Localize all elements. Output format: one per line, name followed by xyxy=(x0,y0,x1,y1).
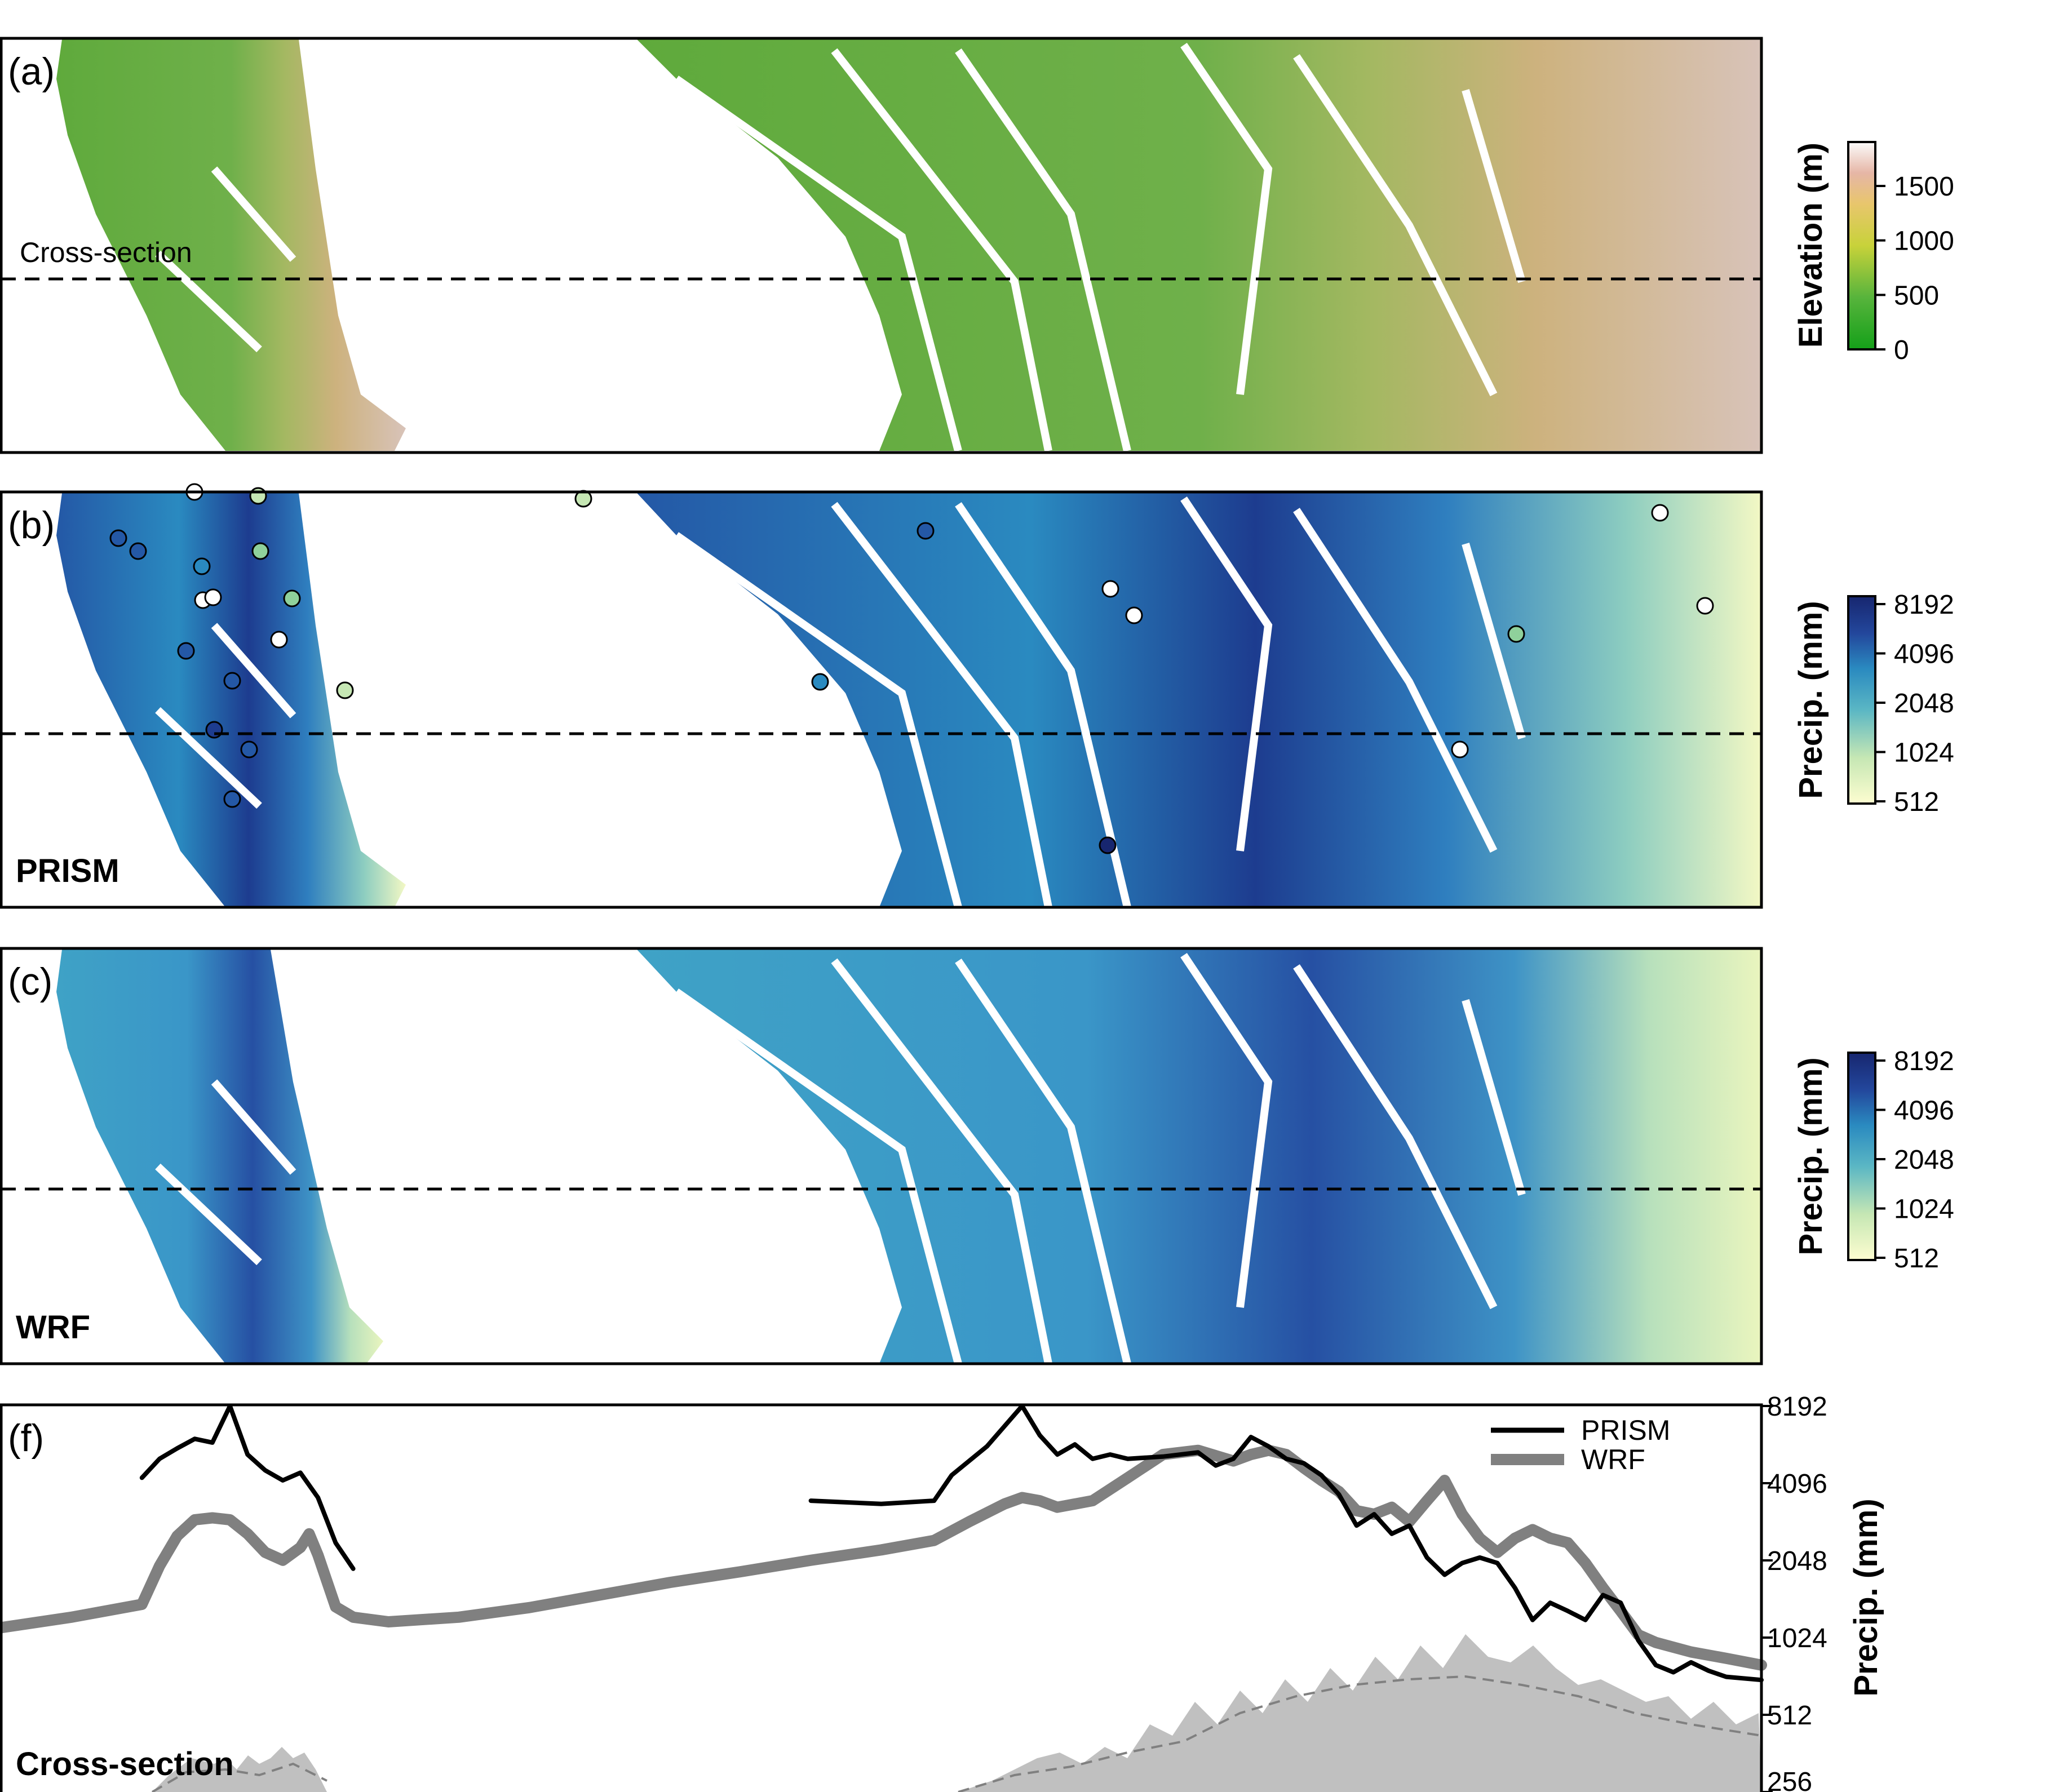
station-marker xyxy=(1101,580,1119,598)
elevation-colorbar: 1500 1000 500 0 Elevation (m) xyxy=(1792,141,1954,365)
station-marker xyxy=(205,721,223,739)
legend-wrf-label: WRF xyxy=(1581,1444,1645,1475)
station-marker xyxy=(1696,597,1714,615)
fjords xyxy=(155,953,1526,1365)
prism-colorbar-ticks: 8192 4096 2048 1024 512 xyxy=(1875,590,1954,817)
land-region-east xyxy=(637,950,1761,1364)
elevation-colorbar-title: Elevation (m) xyxy=(1792,143,1829,348)
legend-prism-label: PRISM xyxy=(1581,1414,1670,1446)
prism-colorbar-tick-label: 4096 xyxy=(1894,640,1954,669)
wrf-colorbar: 8192 4096 2048 1024 512 Precip. (mm) xyxy=(1792,1046,1954,1274)
land-region-west xyxy=(56,493,406,907)
elevation-colorbar-tick-label: 500 xyxy=(1894,281,1939,311)
station-marker xyxy=(1451,740,1469,759)
land-region-east xyxy=(637,39,1761,451)
panel-a-letter: (a) xyxy=(8,50,55,93)
wrf-colorbar-tick-label: 8192 xyxy=(1894,1046,1954,1076)
wrf-colorbar-tick-label: 2048 xyxy=(1894,1145,1954,1175)
panel-b-frame xyxy=(0,490,1763,909)
panel-a-frame xyxy=(0,37,1763,454)
prism-colorbar-ramp xyxy=(1847,595,1876,805)
y-tick-label: 256 xyxy=(1767,1767,1812,1792)
panel-f-caption: Cross-section xyxy=(16,1746,234,1782)
station-marker xyxy=(336,681,354,699)
station-marker xyxy=(1125,606,1143,624)
station-marker xyxy=(249,487,267,505)
elevation-colorbar-ticks: 1500 1000 500 0 xyxy=(1875,172,1954,365)
station-marker xyxy=(204,588,222,606)
station-marker xyxy=(193,557,211,575)
elevation-colorbar-tick-label: 0 xyxy=(1894,335,1909,365)
elevation-colorbar-tick-label: 1500 xyxy=(1894,172,1954,202)
terrain-area xyxy=(152,1634,1761,1792)
panel-c-caption: WRF xyxy=(16,1309,90,1346)
prism-line xyxy=(808,1404,1764,1683)
land-region-west xyxy=(56,39,406,451)
land-region-east xyxy=(637,493,1761,907)
cross-section-series xyxy=(0,1404,1767,1683)
wrf-colorbar-ramp xyxy=(1847,1052,1876,1261)
panel-b: (b) PRISM 8192 4096 2048 1024 512 Precip. (m… xyxy=(0,483,1954,909)
prism-colorbar-tick-label: 8192 xyxy=(1894,590,1954,620)
panel-f: (f) Cross-section 8192 4096 2048 1024 512 256… xyxy=(0,1392,1884,1792)
prism-colorbar: 8192 4096 2048 1024 512 Precip. (mm) xyxy=(1792,590,1954,817)
elevation-colorbar-tick-label: 1000 xyxy=(1894,227,1954,256)
elevation-colorbar-ramp xyxy=(1847,141,1876,351)
station-marker xyxy=(1099,836,1117,854)
station-marker xyxy=(177,642,195,660)
cross-section-legend: PRISM WRF xyxy=(1491,1414,1670,1475)
station-marker xyxy=(811,673,829,691)
station-marker xyxy=(129,542,147,560)
panel-b-caption: PRISM xyxy=(16,853,119,889)
station-marker xyxy=(251,542,269,560)
station-marker xyxy=(283,589,301,607)
station-marker xyxy=(1507,625,1525,643)
y-tick-label: 8192 xyxy=(1767,1392,1827,1422)
panel-f-letter: (f) xyxy=(8,1417,44,1460)
y-tick-label: 2048 xyxy=(1767,1546,1827,1576)
y-tick-label: 1024 xyxy=(1767,1624,1827,1653)
terrain-silhouette xyxy=(151,1634,1762,1792)
prism-colorbar-tick-label: 1024 xyxy=(1894,738,1954,768)
station-marker xyxy=(917,522,935,540)
panel-c-letter: (c) xyxy=(8,960,52,1003)
station-marker xyxy=(109,529,127,547)
panel-b-letter: (b) xyxy=(8,504,55,547)
panel-c: (c) WRF 8192 4096 2048 1024 512 Precip. (mm) xyxy=(0,947,1954,1365)
y-tick-label: 512 xyxy=(1767,1701,1812,1731)
prism-colorbar-title: Precip. (mm) xyxy=(1792,601,1829,799)
y-tick-label: 4096 xyxy=(1767,1469,1827,1499)
land-region-west xyxy=(56,950,383,1364)
wrf-colorbar-tick-label: 4096 xyxy=(1894,1096,1954,1126)
wrf-line xyxy=(0,1444,1767,1671)
wrf-colorbar-tick-label: 1024 xyxy=(1894,1195,1954,1225)
wrf-colorbar-ticks: 8192 4096 2048 1024 512 xyxy=(1875,1046,1954,1274)
station-marker xyxy=(223,790,241,808)
wrf-colorbar-title: Precip. (mm) xyxy=(1792,1057,1829,1255)
prism-colorbar-tick-label: 2048 xyxy=(1894,689,1954,718)
station-marker xyxy=(270,631,288,649)
panel-a: (a) Cross-section 1500 1000 500 0 Elevation… xyxy=(0,37,1954,454)
station-marker xyxy=(1651,504,1669,522)
fjords xyxy=(155,43,1526,452)
prism-colorbar-tick-label: 512 xyxy=(1894,787,1939,817)
wrf-colorbar-tick-label: 512 xyxy=(1894,1244,1939,1274)
prism-line xyxy=(139,1404,356,1571)
wrf-precip-map xyxy=(56,950,1761,1365)
cross-section-annotation: Cross-section xyxy=(20,237,192,268)
prism-precip-map xyxy=(56,493,1761,908)
cross-section-y-label: Precip. (mm) xyxy=(1848,1498,1884,1696)
fjords xyxy=(155,496,1526,908)
station-marker xyxy=(223,672,241,690)
station-marker xyxy=(240,740,258,759)
elevation-map xyxy=(56,39,1761,452)
terrain-mean-line xyxy=(151,1675,1762,1792)
cross-section-y-axis: 8192 4096 2048 1024 512 256 xyxy=(1760,1392,1827,1792)
panel-c-frame xyxy=(0,947,1763,1365)
